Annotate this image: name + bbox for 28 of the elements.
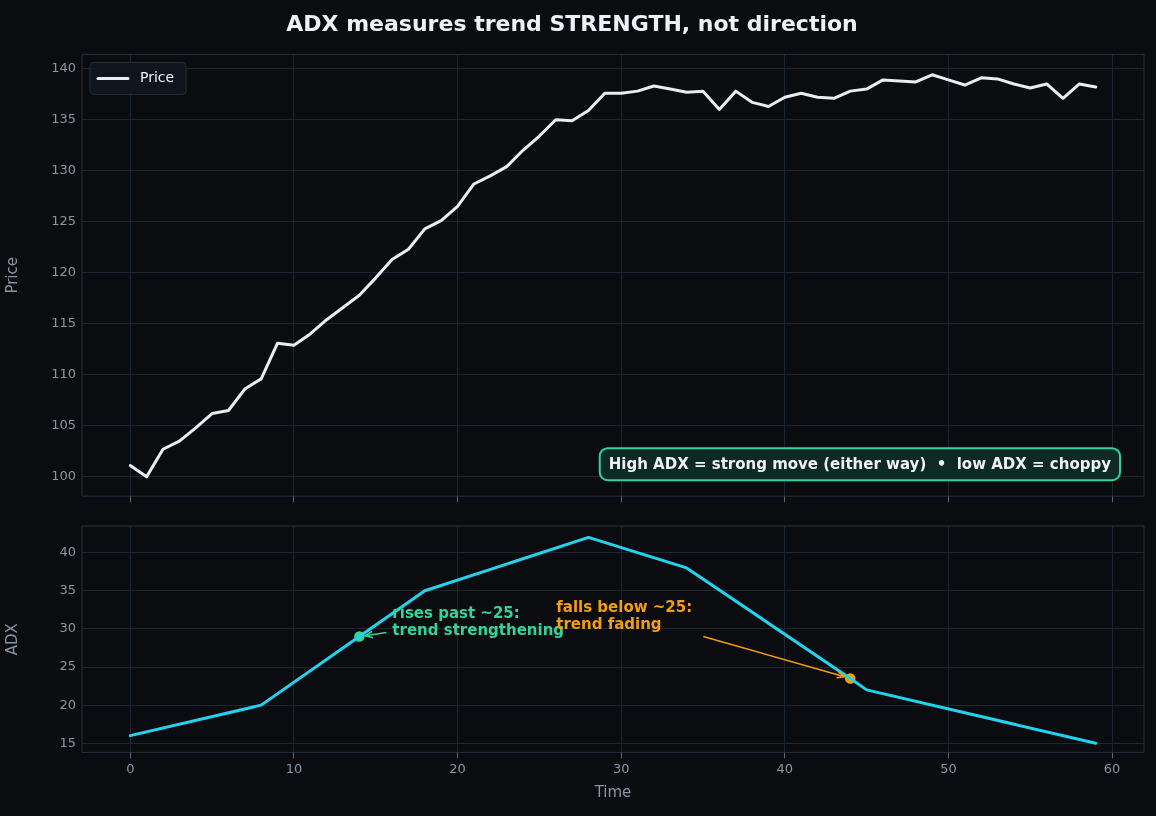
y-tick-label: 40 (59, 544, 76, 560)
y-tick-label: 15 (59, 734, 76, 750)
x-tick-label: 10 (285, 760, 303, 776)
y-axis-title: ADX (2, 623, 21, 656)
y-tick-label: 100 (51, 468, 76, 484)
x-tick-label: 50 (940, 760, 957, 776)
y-tick-label: 115 (51, 315, 76, 331)
y-tick-label: 20 (59, 696, 76, 712)
x-tick-label: 30 (612, 760, 630, 776)
annotation: High ADX = strong move (either way) • low ADX = choppy (608, 455, 1112, 474)
x-tick-label: 60 (1103, 760, 1121, 776)
x-tick-label: 20 (449, 760, 466, 776)
y-tick-label: 130 (51, 162, 76, 178)
chart-title: ADX measures trend STRENGTH, not direction (286, 10, 858, 36)
y-tick-label: 135 (51, 111, 76, 127)
y-tick-label: 105 (51, 417, 76, 433)
y-tick-label: 30 (59, 620, 76, 636)
y-tick-label: 120 (51, 264, 76, 280)
legend-label: Price (140, 69, 175, 86)
y-tick-label: 35 (59, 582, 76, 598)
y-tick-label: 110 (51, 366, 76, 382)
x-tick-label: 0 (126, 760, 135, 776)
x-axis-title: Time (593, 782, 632, 801)
y-tick-label: 125 (51, 213, 76, 229)
y-tick-label: 25 (59, 658, 76, 674)
y-tick-label: 140 (51, 60, 76, 76)
y-axis-title: Price (2, 257, 21, 294)
x-tick-label: 40 (776, 760, 794, 776)
